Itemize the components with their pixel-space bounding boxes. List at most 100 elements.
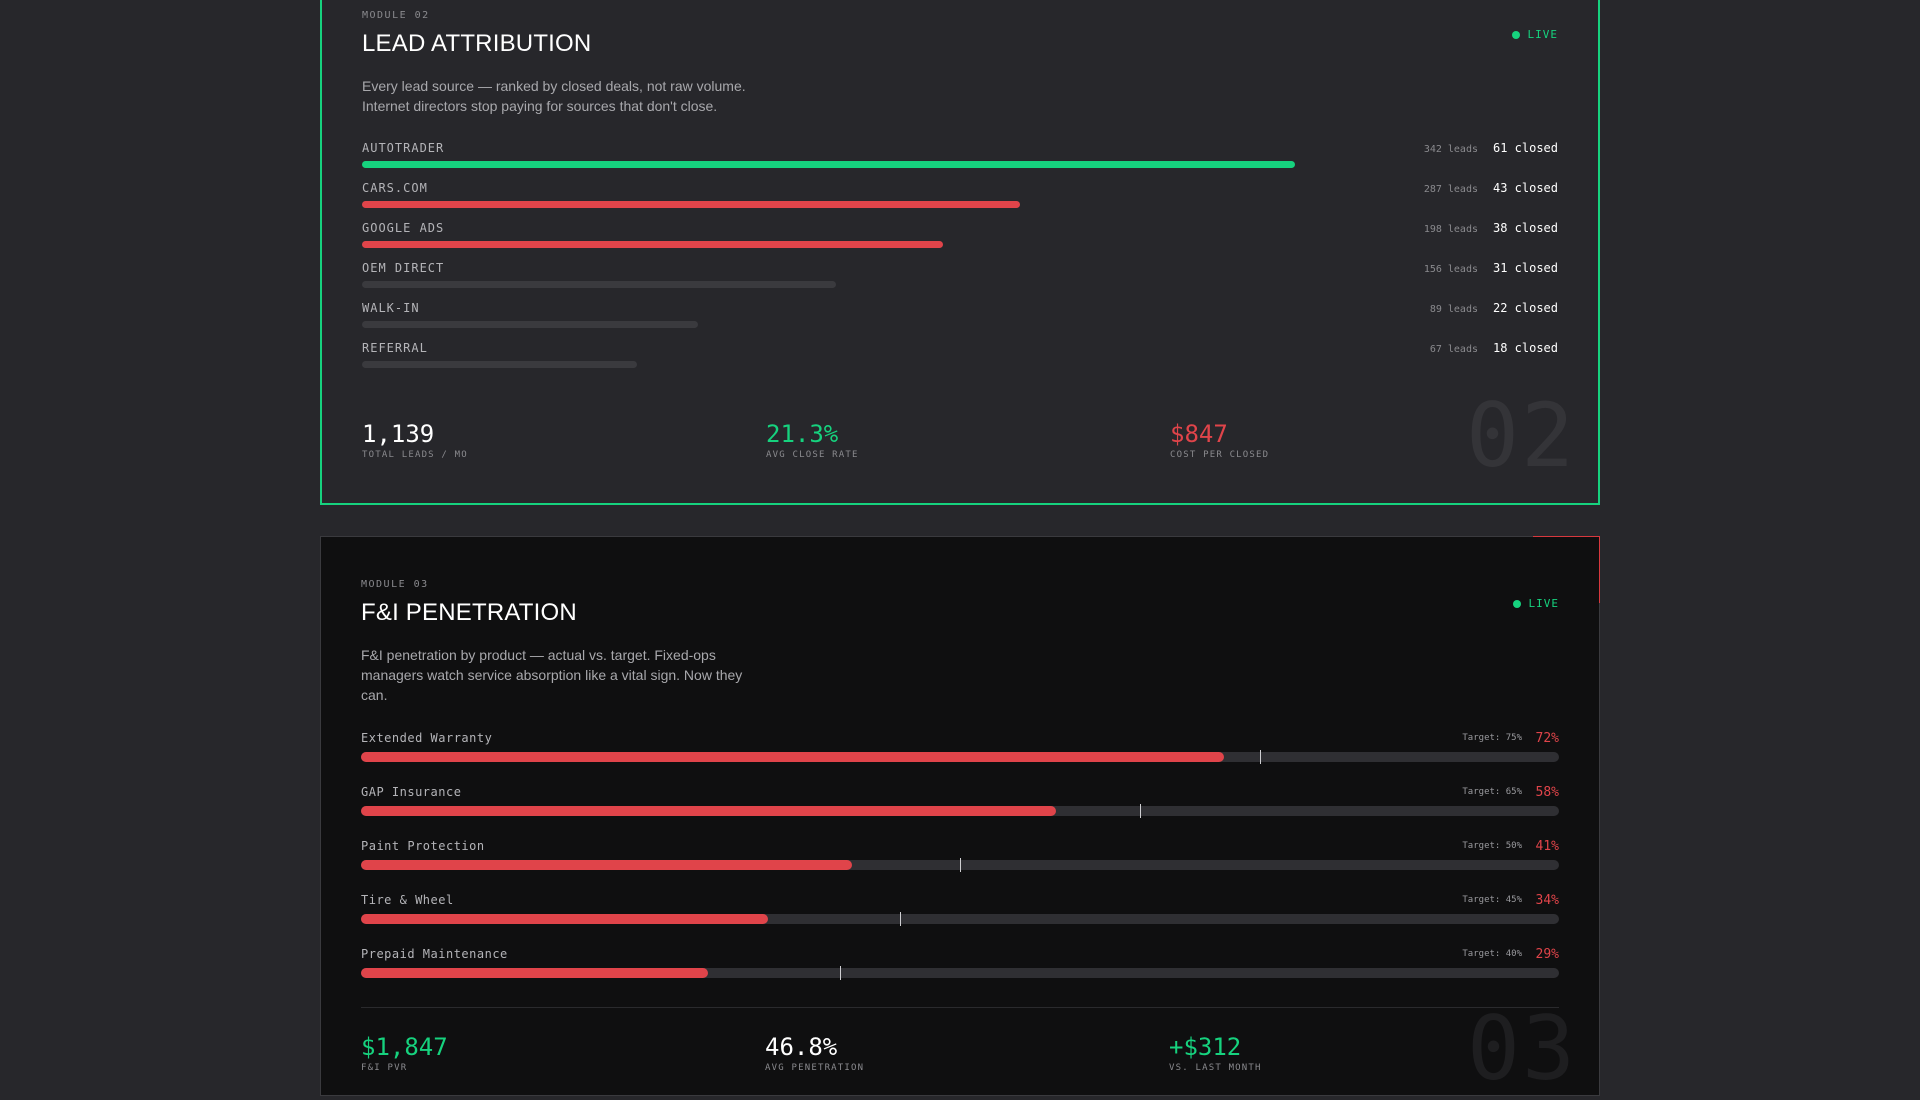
stat-fi-pvr: $1,847 F&I PVR (361, 1033, 448, 1073)
product-name: Tire & Wheel (361, 893, 454, 907)
penetration-fill (361, 914, 769, 924)
penetration-percent: 34% (1535, 893, 1559, 908)
live-label: LIVE (1528, 597, 1559, 610)
target-label: Target: 50% (1462, 841, 1522, 851)
stat-caption: F&I PVR (361, 1063, 408, 1073)
penetration-track (361, 804, 1559, 818)
fi-row-extended-warranty: Extended Warranty Target: 75% 72% (361, 731, 1559, 781)
lead-attribution-module: MODULE 02 LEAD ATTRIBUTION LIVE Every le… (320, 0, 1600, 505)
module-title: F&I PENETRATION (361, 599, 577, 626)
module-number-watermark: 02 (1466, 384, 1576, 487)
penetration-fill (361, 806, 1056, 816)
penetration-percent: 58% (1535, 785, 1559, 800)
lead-row-referral: REFERRAL 67 leads 18 closed (362, 341, 1558, 381)
live-label: LIVE (1527, 28, 1558, 41)
leads-count: 67 leads (1429, 344, 1478, 355)
leads-count: 198 leads (1423, 224, 1478, 235)
closed-count: 22 closed (1492, 301, 1558, 315)
description-line: Every lead source — ranked by closed dea… (362, 78, 746, 94)
live-indicator: LIVE (1511, 28, 1559, 41)
source-name: REFERRAL (362, 341, 428, 355)
penetration-fill (361, 968, 709, 978)
penetration-track (361, 858, 1559, 872)
fi-row-gap-insurance: GAP Insurance Target: 65% 58% (361, 785, 1559, 835)
source-name: CARS.COM (362, 181, 428, 195)
leads-count: 287 leads (1423, 184, 1478, 195)
closed-count: 43 closed (1492, 181, 1558, 195)
stat-caption: COST PER CLOSED (1170, 450, 1270, 460)
live-dot-icon (1511, 30, 1520, 39)
fi-row-tire-wheel: Tire & Wheel Target: 45% 34% (361, 893, 1559, 943)
target-label: Target: 40% (1462, 949, 1522, 959)
stat-total-leads: 1,139 TOTAL LEADS / MO (362, 420, 468, 460)
stat-value: $847 (1170, 420, 1228, 448)
stat-value: +$312 (1169, 1033, 1242, 1061)
stat-vs-last-month: +$312 VS. LAST MONTH (1169, 1033, 1262, 1073)
penetration-percent: 29% (1535, 947, 1559, 962)
product-name: Extended Warranty (361, 731, 493, 745)
lead-row-cars-com: CARS.COM 287 leads 43 closed (362, 181, 1558, 221)
fi-penetration-module: MODULE 03 F&I PENETRATION LIVE F&I penet… (320, 536, 1600, 1096)
closed-count: 18 closed (1492, 341, 1558, 355)
stat-avg-close-rate: 21.3% AVG CLOSE RATE (766, 420, 859, 460)
leads-count: 89 leads (1429, 304, 1478, 315)
closed-bar (362, 281, 837, 288)
stat-value: $1,847 (361, 1033, 448, 1061)
stat-value: 1,139 (362, 420, 435, 448)
stat-caption: TOTAL LEADS / MO (362, 450, 468, 460)
module-number-watermark: 03 (1467, 997, 1577, 1100)
closed-count: 31 closed (1492, 261, 1558, 275)
closed-count: 61 closed (1492, 141, 1558, 155)
lead-row-google-ads: GOOGLE ADS 198 leads 38 closed (362, 221, 1558, 261)
stat-cost-per-closed: $847 COST PER CLOSED (1170, 420, 1269, 460)
target-marker (1139, 804, 1141, 818)
penetration-fill (361, 860, 853, 870)
product-name: Paint Protection (361, 839, 485, 853)
product-name: Prepaid Maintenance (361, 947, 508, 961)
penetration-percent: 41% (1535, 839, 1559, 854)
source-name: OEM DIRECT (362, 261, 445, 275)
closed-bar (362, 161, 1295, 168)
stat-value: 46.8% (765, 1033, 838, 1061)
penetration-fill (361, 752, 1224, 762)
target-marker (1259, 750, 1261, 764)
live-dot-icon (1512, 599, 1521, 608)
module-label: MODULE 02 (362, 10, 430, 21)
module-label: MODULE 03 (361, 579, 429, 590)
closed-bar (362, 201, 1020, 208)
stat-caption: AVG PENETRATION (765, 1063, 865, 1073)
penetration-track (361, 912, 1559, 926)
leads-count: 342 leads (1423, 144, 1478, 155)
target-label: Target: 65% (1462, 787, 1522, 797)
description-line: Internet directors stop paying for sourc… (362, 98, 718, 114)
penetration-track (361, 966, 1559, 980)
target-marker (960, 858, 961, 872)
module-title: LEAD ATTRIBUTION (362, 30, 592, 57)
source-name: GOOGLE ADS (362, 221, 445, 235)
lead-row-oem-direct: OEM DIRECT 156 leads 31 closed (362, 261, 1558, 301)
penetration-percent: 72% (1535, 731, 1559, 746)
product-name: GAP Insurance (361, 785, 462, 799)
module-description: F&I penetration by product — actual vs. … (361, 645, 771, 705)
target-label: Target: 45% (1462, 895, 1522, 905)
penetration-track (361, 750, 1559, 764)
source-name: AUTOTRADER (362, 141, 445, 155)
source-name: WALK-IN (362, 301, 420, 315)
description-line: F&I penetration by product — actual vs. … (361, 647, 743, 703)
closed-bar (362, 321, 699, 328)
section-divider (361, 1007, 1559, 1008)
target-marker (840, 966, 842, 980)
live-indicator: LIVE (1512, 597, 1560, 610)
closed-bar (362, 241, 944, 248)
closed-count: 38 closed (1492, 221, 1558, 235)
leads-count: 156 leads (1423, 264, 1478, 275)
module-description: Every lead source — ranked by closed dea… (362, 76, 772, 116)
fi-row-prepaid-maintenance: Prepaid Maintenance Target: 40% 29% (361, 947, 1559, 997)
lead-row-autotrader: AUTOTRADER 342 leads 61 closed (362, 141, 1558, 181)
fi-row-paint-protection: Paint Protection Target: 50% 41% (361, 839, 1559, 889)
stat-avg-penetration: 46.8% AVG PENETRATION (765, 1033, 864, 1073)
lead-row-walk-in: WALK-IN 89 leads 22 closed (362, 301, 1558, 341)
stat-caption: AVG CLOSE RATE (766, 450, 859, 460)
stat-caption: VS. LAST MONTH (1169, 1063, 1262, 1073)
closed-bar (362, 361, 638, 368)
